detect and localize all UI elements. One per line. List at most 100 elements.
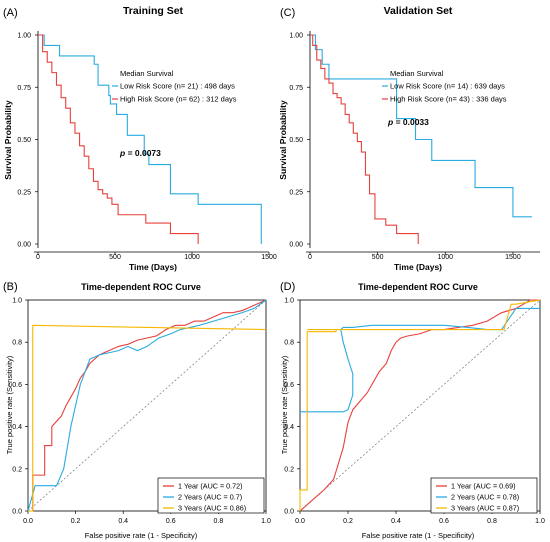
x-tick-label: 0.0 <box>23 518 33 525</box>
x-tick-label: 0 <box>36 254 40 261</box>
x-axis-label: False positive rate (1 - Specificity) <box>362 531 475 540</box>
y-tick-label: 0.6 <box>284 382 294 389</box>
legend-entry: Low Risk Score (n= 14) : 639 days <box>390 82 505 91</box>
x-tick-label: 0.0 <box>295 518 305 525</box>
x-tick-label: 1000 <box>184 254 200 261</box>
legend: 1 Year (AUC = 0.72) 2 Years (AUC = 0.7) 3 … <box>157 477 265 514</box>
series-line-3 <box>299 299 541 511</box>
legend-entry: Low Risk Score (n= 21) : 498 days <box>120 82 235 91</box>
chart-title: Time-dependent ROC Curve <box>81 282 201 292</box>
series-line-1 <box>299 299 540 512</box>
p-value-number: = 0.0033 <box>393 117 429 127</box>
legend-title: Median Survival <box>390 69 444 78</box>
legend: 1 Year (AUC = 0.69) 2 Years (AUC = 0.78) 3… <box>430 477 538 514</box>
legend-box <box>430 477 538 514</box>
x-tick-label: 500 <box>372 254 384 261</box>
x-tick-label: 0.8 <box>214 518 224 525</box>
p-value-number: = 0.0073 <box>125 148 161 158</box>
panel-1: (A) Training Set 0 500 1000 1500 0.00 0.25 0.50 0… <box>3 5 277 272</box>
x-tick-label: 1.0 <box>535 518 545 525</box>
y-tick-label: 0.6 <box>12 382 22 389</box>
chart-title: Time-dependent ROC Curve <box>358 282 478 292</box>
legend-entry: High Risk Score (n= 62) : 312 days <box>120 95 237 104</box>
p-value-symbol: p <box>119 148 125 158</box>
x-tick-label: 1000 <box>438 254 454 261</box>
legend-entry: High Risk Score (n= 43) : 336 days <box>390 95 507 104</box>
reference-diagonal <box>299 299 541 512</box>
series-line-2 <box>300 307 540 413</box>
series-line-1 <box>310 34 532 218</box>
reference-diagonal <box>27 299 267 512</box>
y-tick-label: 0.75 <box>17 85 31 92</box>
y-tick-label: 0.0 <box>284 509 294 516</box>
y-tick-label: 0.2 <box>12 466 22 473</box>
legend-box <box>157 477 265 514</box>
y-tick-label: 0.25 <box>17 189 31 196</box>
y-axis-label: True positive rate (Sensitivity) <box>280 355 289 454</box>
x-tick-label: 0.2 <box>343 518 353 525</box>
x-tick-label: 0.6 <box>166 518 176 525</box>
series-line-1 <box>38 34 262 244</box>
panel-4: (D) Time-dependent ROC Curve 0.0 0.2 0.4 0.6 0… <box>280 281 545 540</box>
x-tick-label: 0.2 <box>71 518 81 525</box>
y-axis-label: Survival Probability <box>278 100 288 180</box>
series-line-3 <box>28 324 267 512</box>
panel-label: (C) <box>280 7 295 19</box>
y-tick-label: 0.4 <box>12 424 22 431</box>
legend: Median Survival Low Risk Score (n= 21) : … <box>112 69 237 104</box>
y-axis-label: Survival Probability <box>3 100 13 180</box>
legend-entry: 1 Year (AUC = 0.72) <box>178 482 243 491</box>
panel-3: (B) Time-dependent ROC Curve 0.0 0.2 0.4 0.6 0… <box>3 281 271 540</box>
legend: Median Survival Low Risk Score (n= 14) : … <box>382 69 507 104</box>
y-tick-label: 0.00 <box>17 242 31 249</box>
x-tick-label: 1500 <box>261 254 277 261</box>
series-line-2 <box>27 299 267 512</box>
legend-title: Median Survival <box>120 69 174 78</box>
y-tick-label: 1.00 <box>17 33 31 40</box>
p-value-symbol: p <box>387 117 393 127</box>
x-axis-label: Time (Days) <box>129 262 177 272</box>
plot-frame <box>299 299 541 512</box>
chart-title: Training Set <box>123 5 184 17</box>
y-tick-label: 1.0 <box>284 298 294 305</box>
y-tick-label: 1.0 <box>12 298 22 305</box>
panel-label: (D) <box>280 281 295 293</box>
y-tick-label: 0.8 <box>284 340 294 347</box>
y-axis-label: True positive rate (Sensitivity) <box>5 355 14 454</box>
p-value: p = 0.0033 <box>387 117 429 127</box>
y-tick-label: 0.50 <box>289 137 303 144</box>
x-tick-label: 500 <box>109 254 121 261</box>
y-tick-label: 0.8 <box>12 340 22 347</box>
legend-entry: 3 Years (AUC = 0.86) <box>178 504 246 513</box>
y-tick-label: 0.25 <box>289 189 303 196</box>
series-line-2 <box>38 34 199 244</box>
y-tick-label: 1.00 <box>289 33 303 40</box>
panel-label: (B) <box>3 281 18 293</box>
x-axis-label: Time (Days) <box>394 262 442 272</box>
chart-title: Validation Set <box>384 5 453 17</box>
plot-frame <box>27 299 267 512</box>
series-line-1 <box>28 299 267 512</box>
x-tick-label: 1.0 <box>261 518 271 525</box>
x-tick-label: 0.6 <box>439 518 449 525</box>
x-axis-label: False positive rate (1 - Specificity) <box>85 531 198 540</box>
y-tick-label: 0.0 <box>12 509 22 516</box>
y-tick-label: 0.75 <box>289 85 303 92</box>
y-tick-label: 0.00 <box>289 242 303 249</box>
panel-label: (A) <box>3 7 18 19</box>
x-tick-label: 1500 <box>505 254 521 261</box>
x-tick-label: 0.4 <box>391 518 401 525</box>
x-tick-label: 0 <box>308 254 312 261</box>
x-tick-label: 0.8 <box>487 518 497 525</box>
y-tick-label: 0.4 <box>284 424 294 431</box>
series-line-2 <box>310 34 419 244</box>
y-tick-label: 0.50 <box>17 137 31 144</box>
legend-entry: 1 Year (AUC = 0.69) <box>451 482 516 491</box>
legend-entry: 3 Years (AUC = 0.87) <box>451 504 519 513</box>
y-tick-label: 0.2 <box>284 466 294 473</box>
panel-2: (C) Validation Set 0 500 1000 1500 0.00 0.25 0.5… <box>278 5 540 272</box>
legend-entry: 2 Years (AUC = 0.78) <box>451 493 519 502</box>
legend-entry: 2 Years (AUC = 0.7) <box>178 493 242 502</box>
x-tick-label: 0.4 <box>118 518 128 525</box>
